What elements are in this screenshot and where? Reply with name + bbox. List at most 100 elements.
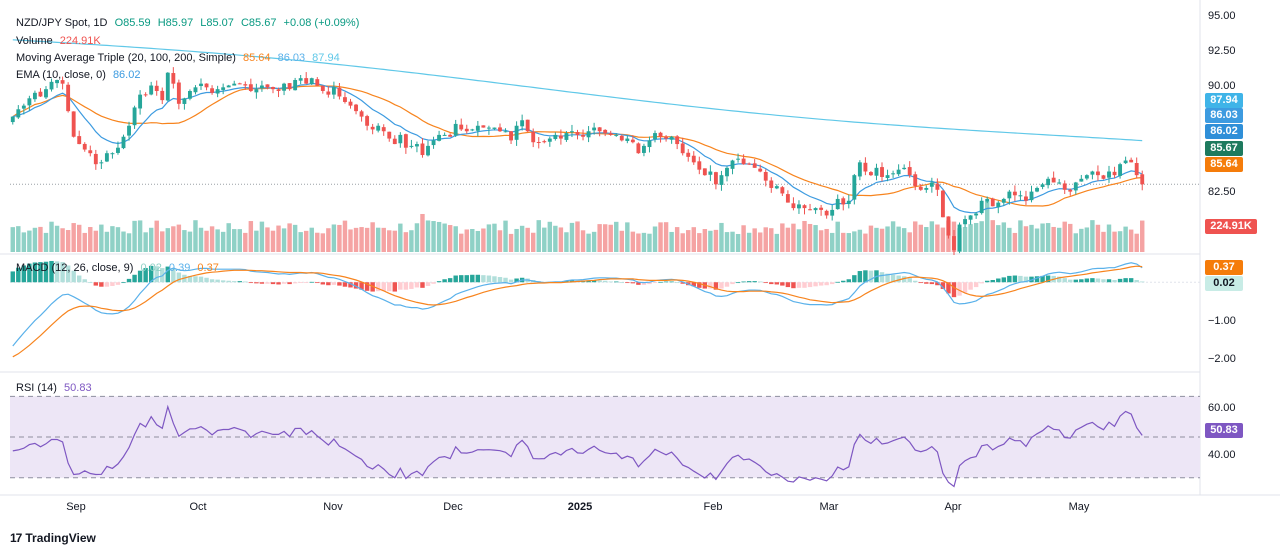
volume-bar	[741, 225, 746, 252]
candle-body	[77, 136, 82, 145]
macd-histogram-bar	[287, 282, 292, 285]
volume-bar	[104, 231, 110, 252]
volume-bar	[276, 225, 281, 252]
rsi-value: 50.83	[64, 382, 92, 394]
candle-body	[581, 134, 585, 137]
macd-tick: −1.00	[1208, 315, 1236, 327]
candle-body	[315, 79, 320, 86]
macd-histogram-bar	[409, 282, 414, 289]
candle-body	[1024, 196, 1028, 201]
macd-histogram-bar	[868, 270, 874, 283]
ma-legend[interactable]: Moving Average Triple (20, 100, 200, Sim…	[16, 52, 344, 65]
ma20-value: 85.64	[242, 52, 271, 64]
symbol-label[interactable]: NZD/JPY Spot, 1D	[16, 17, 108, 29]
candle-body	[1012, 191, 1017, 196]
candle-body	[398, 134, 403, 144]
macd-histogram-bar	[946, 282, 951, 294]
candle-body	[1001, 198, 1006, 203]
macd-histogram-bar	[907, 278, 912, 283]
macd-legend[interactable]: MACD (12, 26, close, 9) 0.02 0.39 0.37	[16, 262, 223, 275]
ema-legend[interactable]: EMA (10, close, 0) 86.02	[16, 69, 144, 82]
candle-body	[154, 85, 159, 91]
candle-body	[38, 91, 43, 97]
rsi-legend[interactable]: RSI (14) 50.83	[16, 382, 96, 395]
macd-histogram-bar	[276, 282, 281, 285]
macd-histogram-bar	[951, 282, 957, 298]
macd-histogram-bar	[962, 282, 968, 293]
candle-body	[658, 132, 663, 137]
candle-body	[226, 85, 231, 88]
volume-bar	[996, 225, 1001, 252]
macd-histogram-bar	[597, 280, 602, 283]
rsi-pane	[10, 395, 1200, 488]
volume-bar	[973, 222, 979, 252]
macd-histogram-bar	[1062, 278, 1067, 283]
macd-histogram-bar	[21, 265, 27, 283]
candle-body	[730, 160, 735, 169]
macd-histogram-bar	[968, 282, 973, 290]
price-tick: 90.00	[1208, 80, 1236, 92]
candle-body	[320, 85, 325, 91]
macd-histogram-bar	[198, 276, 204, 283]
candle-body	[913, 174, 918, 187]
candle-body	[1140, 174, 1145, 185]
candle-body	[486, 127, 491, 129]
candle-body	[82, 143, 87, 150]
macd-histogram-bar	[514, 278, 519, 283]
candle-body	[66, 84, 71, 112]
candle-body	[880, 167, 884, 177]
macd-histogram-bar	[1123, 278, 1128, 283]
volume-bar	[641, 232, 647, 252]
macd-histogram-bar	[713, 282, 719, 290]
macd-histogram-bar	[65, 265, 71, 283]
macd-histogram-bar	[741, 281, 746, 283]
brand-logo[interactable]: 17 TradingView	[10, 531, 96, 545]
volume-bar	[10, 227, 15, 252]
volume-bar	[315, 232, 320, 252]
macd-histogram-bar	[220, 280, 226, 283]
volume-bar	[303, 230, 309, 252]
candle-body	[547, 138, 552, 142]
candle-body	[869, 172, 873, 176]
volume-bar	[38, 226, 43, 252]
candle-body	[614, 134, 619, 136]
candle-body	[287, 83, 292, 90]
volume-bar	[176, 224, 182, 252]
candle-body	[619, 135, 624, 141]
volume-bar	[209, 226, 215, 252]
candle-body	[254, 89, 259, 93]
candle-body	[215, 89, 220, 94]
candle-body	[1068, 189, 1073, 192]
volume-bar	[519, 225, 525, 252]
volume-bar	[907, 232, 912, 252]
macd-histogram-bar	[359, 282, 364, 290]
macd-histogram-bar	[337, 282, 342, 286]
brand-name: TradingView	[25, 531, 96, 545]
candle-body	[171, 73, 176, 84]
candle-body	[680, 143, 685, 154]
candle-body	[841, 198, 846, 205]
macd-histogram-bar	[1023, 276, 1029, 283]
candle-body	[470, 129, 475, 131]
macd-histogram-bar	[1079, 279, 1084, 283]
volume-bar	[1095, 224, 1101, 252]
volume-bar	[370, 222, 375, 252]
candle-body	[819, 207, 824, 210]
volume-bar	[137, 220, 143, 252]
volume-bar	[780, 223, 785, 252]
macd-histogram-bar	[226, 280, 231, 283]
ema-tag: 86.02	[1205, 124, 1243, 139]
candle-body	[464, 128, 469, 132]
candle-body	[603, 129, 608, 134]
macd-line-value: 0.39	[168, 262, 191, 274]
macd-histogram-bar	[602, 280, 608, 283]
volume-bar	[835, 221, 840, 252]
macd-histogram-bar	[447, 278, 453, 283]
volume-bar	[425, 220, 431, 252]
volume-bar	[857, 229, 863, 252]
candle-body	[525, 119, 530, 132]
candle-body	[653, 133, 657, 140]
macd-histogram-bar	[121, 282, 126, 284]
volume-legend[interactable]: Volume 224.91K	[16, 35, 105, 48]
volume-bar	[143, 232, 148, 252]
